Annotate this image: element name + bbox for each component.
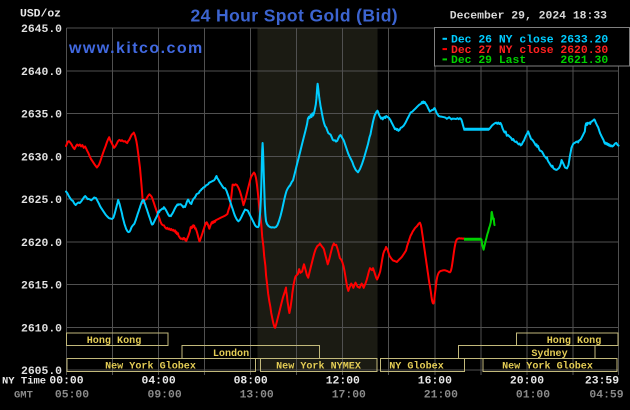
svg-text:17:00: 17:00 (332, 390, 366, 402)
svg-text:2640.0: 2640.0 (21, 67, 62, 79)
svg-text:2605.0: 2605.0 (21, 366, 62, 378)
svg-text:2615.0: 2615.0 (21, 281, 62, 293)
svg-text:04:00: 04:00 (142, 376, 176, 388)
svg-text:2630.0: 2630.0 (21, 152, 62, 164)
svg-text:NY Globex: NY Globex (389, 361, 444, 373)
svg-text:2645.0: 2645.0 (21, 24, 62, 36)
svg-text:Hong Kong: Hong Kong (87, 336, 142, 347)
svg-text:20:00: 20:00 (510, 376, 544, 388)
svg-text:New York Globex: New York Globex (502, 361, 593, 373)
svg-text:Dec 29 Last 2621.30: Dec 29 Last 2621.30 (451, 55, 608, 67)
svg-text:21:00: 21:00 (424, 390, 458, 402)
svg-text:12:00: 12:00 (326, 376, 360, 388)
svg-text:08:00: 08:00 (234, 376, 268, 388)
svg-text:00:00: 00:00 (49, 376, 83, 388)
svg-text:Sydney: Sydney (531, 348, 567, 360)
svg-text:16:00: 16:00 (418, 376, 452, 388)
svg-text:04:59: 04:59 (589, 390, 623, 402)
svg-text:Hong Kong: Hong Kong (547, 336, 602, 347)
svg-text:2620.0: 2620.0 (21, 238, 62, 250)
svg-text:Dec 27 NY close 2620.30: Dec 27 NY close 2620.30 (451, 45, 608, 57)
svg-text:09:00: 09:00 (148, 390, 182, 402)
svg-text:24 Hour Spot Gold (Bid): 24 Hour Spot Gold (Bid) (191, 6, 399, 26)
svg-text:2610.0: 2610.0 (21, 323, 62, 335)
svg-text:London: London (213, 348, 249, 360)
svg-text:GMT: GMT (14, 390, 33, 402)
svg-text:05:00: 05:00 (55, 390, 89, 402)
svg-text:NY Time: NY Time (2, 376, 46, 388)
svg-text:Dec 26 NY close 2633.20: Dec 26 NY close 2633.20 (451, 35, 608, 47)
svg-text:13:00: 13:00 (240, 390, 274, 402)
svg-text:2625.0: 2625.0 (21, 195, 62, 207)
svg-text:New York NYMEX: New York NYMEX (276, 361, 362, 373)
svg-text:23:59: 23:59 (585, 376, 619, 388)
svg-text:2635.0: 2635.0 (21, 110, 62, 122)
svg-text:01:00: 01:00 (516, 390, 550, 402)
svg-text:New York Globex: New York Globex (105, 361, 196, 373)
svg-text:December 29, 2024 18:33: December 29, 2024 18:33 (450, 11, 607, 23)
svg-text:USD/oz: USD/oz (20, 9, 61, 21)
svg-text:www.kitco.com: www.kitco.com (68, 40, 204, 57)
